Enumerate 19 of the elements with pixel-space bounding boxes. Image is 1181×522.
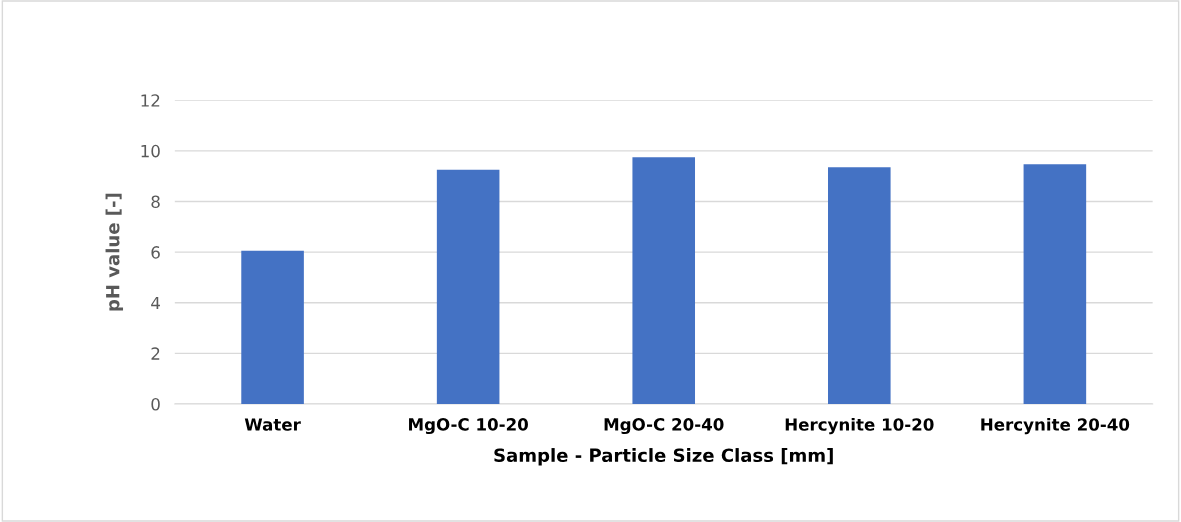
y-tick-label: 10 (141, 144, 160, 158)
y-tick-label: 2 (151, 347, 160, 360)
bar (632, 157, 696, 405)
x-tick-label: MgO-C 20-40 (604, 418, 724, 435)
x-axis-title: Sample - Particle Size Class [mm] (494, 448, 833, 466)
y-axis-title: pH value [-] (105, 193, 124, 311)
x-tick-label: Hercynite 20-40 (981, 417, 1130, 435)
bar (241, 250, 304, 405)
bar (828, 167, 891, 405)
y-tick-label: 4 (151, 296, 160, 310)
bar (436, 169, 500, 405)
x-tick-label: Water (244, 418, 301, 431)
y-tick-label: 12 (141, 94, 160, 107)
y-tick-label: 6 (151, 246, 160, 259)
y-tick-label: 0 (151, 397, 160, 411)
bar (1023, 164, 1087, 405)
y-tick-label: 8 (151, 195, 160, 209)
x-tick-label: Hercynite 10-20 (785, 417, 934, 435)
x-tick-label: MgO-C 10-20 (409, 418, 528, 435)
